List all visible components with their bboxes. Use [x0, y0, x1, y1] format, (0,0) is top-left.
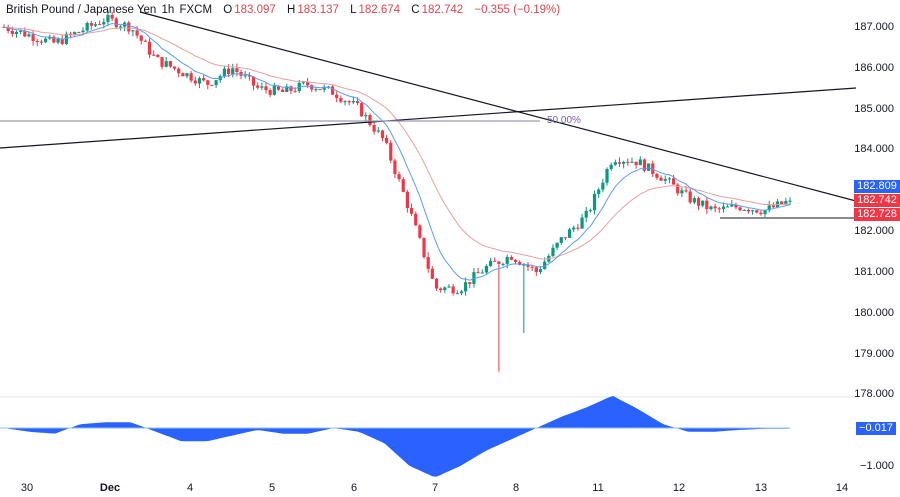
time-label: 5 — [268, 482, 276, 494]
close-value: 182.742 — [421, 4, 464, 16]
open-value: 183.097 — [234, 4, 276, 16]
price-tag-support: 182.728 — [854, 208, 900, 221]
oscillator-value-tag: −0.017 — [856, 422, 896, 435]
open-label: O — [223, 4, 233, 16]
price-tick: 186.000 — [854, 62, 894, 74]
price-tag-ema: 182.809 — [854, 180, 900, 193]
price-tick: 182.000 — [854, 225, 894, 237]
change-value: −0.355 (−0.19%) — [474, 4, 561, 16]
interval[interactable]: 1h — [161, 4, 175, 16]
price-tick: 178.000 — [854, 388, 894, 400]
low-label: L — [350, 4, 357, 16]
low-value: 182.674 — [358, 4, 401, 16]
price-tick: 187.000 — [854, 21, 894, 33]
oscillator-tick: −1.000 — [860, 460, 894, 472]
price-tick: 185.000 — [854, 103, 894, 115]
time-label: 7 — [431, 482, 439, 494]
time-label: 30 — [20, 482, 34, 494]
fib-level-label: 50.00% — [547, 115, 581, 126]
time-label: 4 — [186, 482, 194, 494]
close-label: C — [411, 4, 420, 16]
oscillator-area — [4, 396, 790, 477]
ema-slow-line — [3, 26, 791, 260]
ema-fast-line — [3, 22, 791, 281]
time-label: 11 — [592, 482, 604, 494]
price-tick: 180.000 — [854, 307, 894, 319]
candlestick-series — [2, 10, 792, 372]
time-label: 13 — [754, 482, 768, 494]
price-tick: 184.000 — [854, 143, 894, 155]
ascending-trendline[interactable] — [0, 87, 857, 149]
time-label: 6 — [350, 482, 358, 494]
high-label: H — [287, 4, 296, 16]
symbol-name[interactable]: British Pound / Japanese Yen — [6, 4, 157, 16]
time-label: Dec — [99, 482, 121, 494]
descending-trendline[interactable] — [139, 11, 857, 202]
time-label: 8 — [512, 482, 520, 494]
exchange: FXCM — [179, 4, 213, 16]
time-label: 14 — [835, 482, 849, 494]
high-value: 183.137 — [297, 4, 339, 16]
time-label: 12 — [672, 482, 686, 494]
price-tag-last: 182.742 — [854, 194, 900, 207]
symbol-legend: British Pound / Japanese Yen 1h FXCM O 18… — [6, 4, 562, 16]
price-tick: 181.000 — [854, 266, 894, 278]
price-tick: 179.000 — [854, 348, 894, 360]
